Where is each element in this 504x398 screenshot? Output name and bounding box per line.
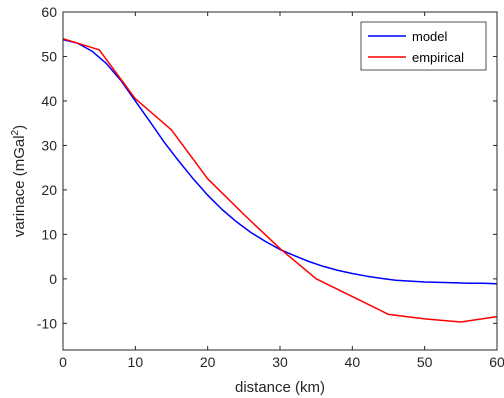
legend-label-empirical: empirical (412, 50, 464, 65)
x-axis-ticks: 0 10 20 30 40 50 60 (59, 12, 504, 370)
y-tick-label: 10 (41, 226, 57, 242)
x-tick-label: 40 (345, 354, 361, 370)
y-tick-label: 30 (41, 137, 57, 153)
y-tick-label: -10 (37, 315, 57, 331)
y-tick-label: 0 (49, 271, 57, 287)
y-axis-label: varinace (mGal2) (10, 125, 28, 237)
x-tick-label: 30 (272, 354, 288, 370)
x-axis-label: distance (km) (235, 379, 325, 396)
y-axis-ticks: -10 0 10 20 30 40 50 60 (37, 4, 497, 331)
y-axis-label-end: ) (11, 125, 28, 130)
legend-label-model: model (412, 29, 448, 44)
series-layer (62, 37, 498, 323)
y-tick-label: 40 (41, 93, 57, 109)
y-tick-label: 20 (41, 182, 57, 198)
legend: model empirical (360, 21, 487, 71)
legend-box (360, 21, 487, 71)
y-tick-label: 50 (41, 48, 57, 64)
x-tick-label: 0 (59, 354, 67, 370)
y-axis-label-main: varinace (mGal (11, 135, 28, 237)
y-tick-label: 60 (41, 4, 57, 20)
x-tick-label: 10 (128, 354, 144, 370)
series-line-empirical (62, 37, 498, 323)
y-axis-label-superscript: 2 (10, 129, 21, 135)
x-tick-label: 50 (417, 354, 433, 370)
x-tick-label: 60 (489, 354, 504, 370)
x-tick-label: 20 (200, 354, 216, 370)
